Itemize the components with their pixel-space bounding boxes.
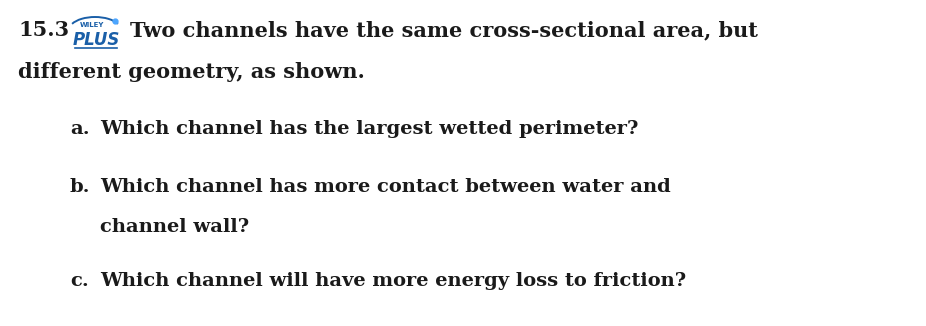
Text: c.: c. [70,272,89,290]
Text: different geometry, as shown.: different geometry, as shown. [18,62,365,82]
Text: a.: a. [70,120,90,138]
Text: channel wall?: channel wall? [100,218,249,236]
Text: 15.3: 15.3 [18,20,69,40]
Text: WILEY: WILEY [80,22,105,28]
Text: Which channel has the largest wetted perimeter?: Which channel has the largest wetted per… [100,120,638,138]
Text: Which channel has more contact between water and: Which channel has more contact between w… [100,178,670,196]
Text: b.: b. [70,178,91,196]
Text: Two channels have the same cross-sectional area, but: Two channels have the same cross-section… [130,20,757,40]
Text: PLUS: PLUS [72,31,119,49]
Text: Which channel will have more energy loss to friction?: Which channel will have more energy loss… [100,272,686,290]
